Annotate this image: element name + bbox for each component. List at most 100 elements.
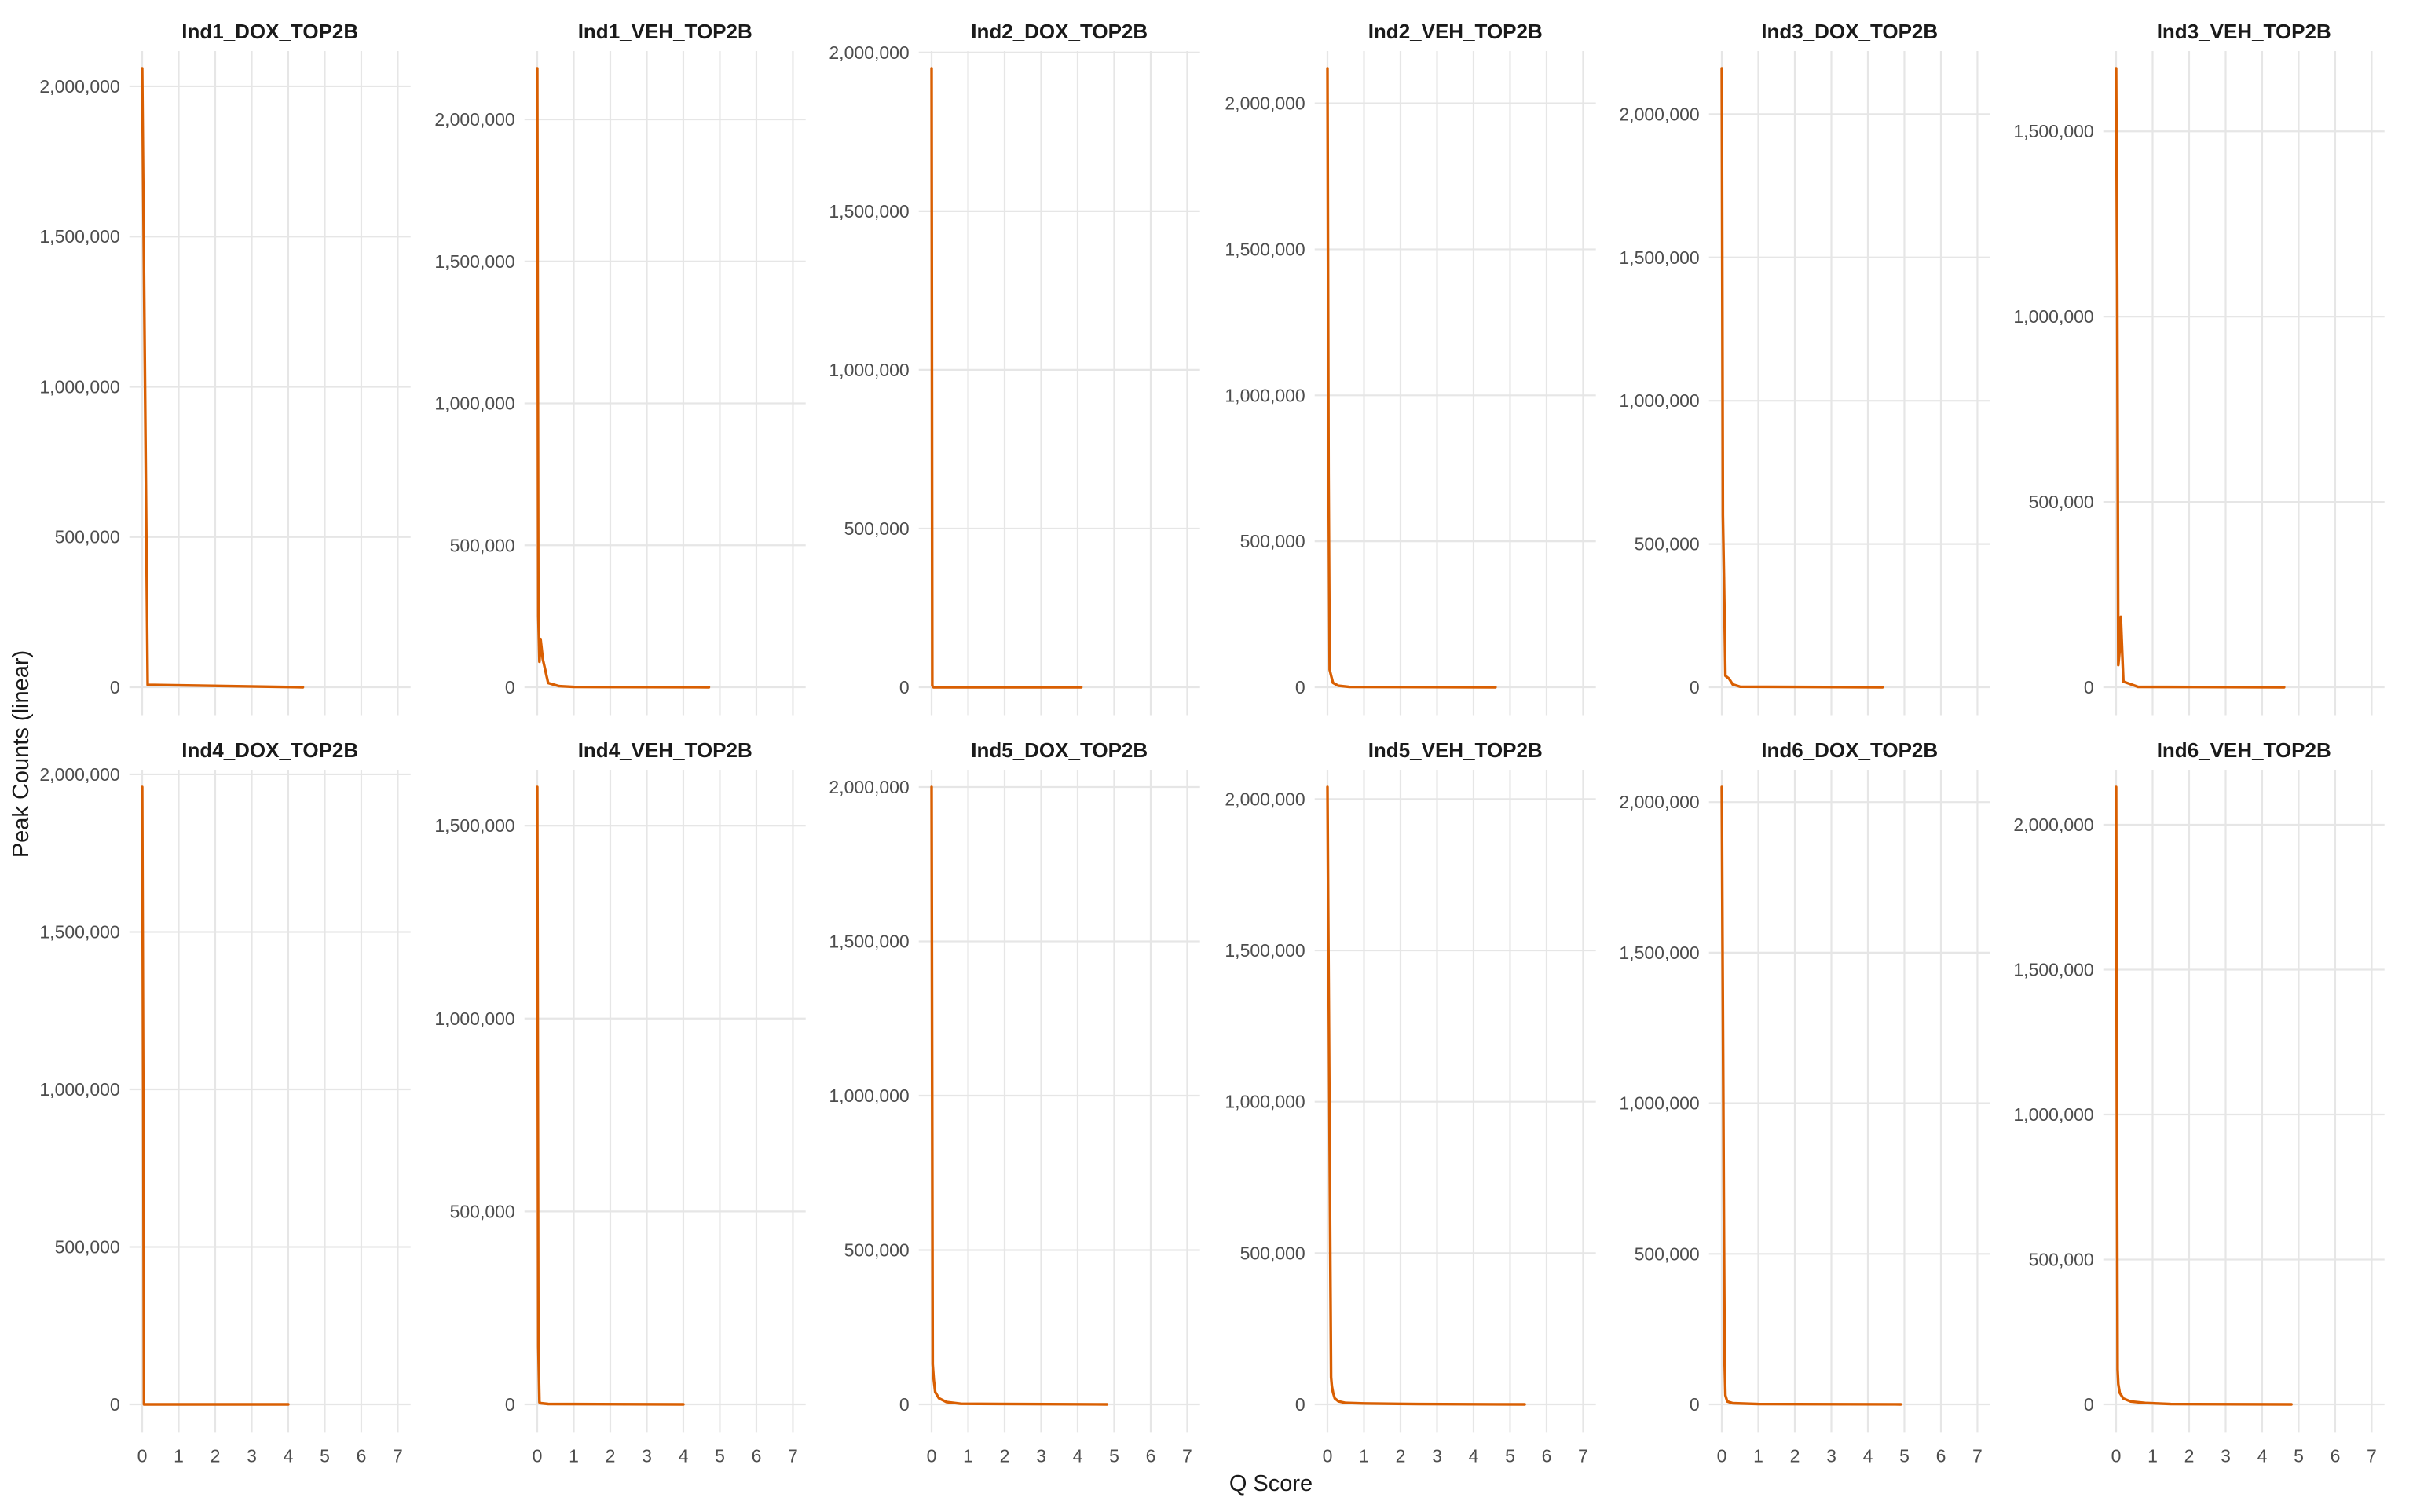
x-tick-label: 6	[1936, 1445, 1946, 1466]
y-tick-label: 1,000,000	[829, 360, 909, 380]
y-tick-label: 500,000	[2029, 492, 2094, 512]
x-axis-title: Q Score	[1229, 1471, 1313, 1496]
y-tick-label: 1,000,000	[2013, 306, 2093, 327]
peak-count-series-line	[930, 67, 1083, 689]
peak-count-series-line	[141, 785, 290, 1406]
x-tick-label: 2	[2184, 1445, 2195, 1466]
peak-count-series-line	[536, 67, 711, 689]
x-tick-label: 3	[1036, 1445, 1046, 1466]
x-tick-label: 0	[1323, 1445, 1333, 1466]
y-tick-label: 1,500,000	[1225, 239, 1305, 259]
y-tick-label: 0	[110, 1394, 120, 1415]
x-tick-label: 5	[320, 1445, 330, 1466]
y-tick-label: 500,000	[1240, 1243, 1305, 1263]
facet-panel: Ind5_DOX_TOP2B 0 500,000 1,000,000 1,500,000…	[829, 738, 1200, 1466]
y-tick-label: 0	[1690, 1394, 1700, 1415]
panel-title: Ind3_VEH_TOP2B	[2157, 20, 2331, 43]
x-tick-label: 4	[2257, 1445, 2268, 1466]
x-tick-label: 4	[1073, 1445, 1083, 1466]
panel-title: Ind2_VEH_TOP2B	[1368, 20, 1543, 43]
x-tick-label: 7	[1972, 1445, 1983, 1466]
x-tick-label: 3	[2221, 1445, 2231, 1466]
y-tick-label: 500,000	[450, 535, 515, 555]
x-tick-label: 3	[1432, 1445, 1442, 1466]
y-tick-label: 2,000,000	[1619, 104, 1699, 124]
y-tick-label: 1,500,000	[1619, 943, 1699, 963]
y-tick-label: 0	[2084, 677, 2094, 697]
facet-panel: Ind2_VEH_TOP2B 0 500,000 1,000,000 1,500,000…	[1225, 20, 1596, 716]
x-tick-label: 4	[1863, 1445, 1873, 1466]
y-tick-label: 0	[899, 677, 910, 697]
x-tick-label: 1	[1359, 1445, 1369, 1466]
y-tick-label: 2,000,000	[434, 109, 514, 130]
facet-panel: Ind1_VEH_TOP2B 0 500,000 1,000,000 1,500,000…	[434, 20, 806, 716]
y-tick-label: 500,000	[2029, 1249, 2094, 1269]
panels-layer: Ind1_DOX_TOP2B 0 500,000 1,000,000 1,500,000…	[39, 20, 2385, 1466]
panel-title: Ind5_VEH_TOP2B	[1368, 738, 1543, 762]
facet-panel: Ind5_VEH_TOP2B 0 500,000 1,000,000 1,500,000…	[1225, 738, 1596, 1466]
y-tick-label: 1,500,000	[829, 932, 909, 952]
panel-title: Ind3_DOX_TOP2B	[1761, 20, 1938, 43]
x-tick-label: 0	[927, 1445, 937, 1466]
y-axis-title: Peak Counts (linear)	[9, 650, 34, 858]
y-tick-label: 500,000	[844, 518, 910, 539]
y-tick-label: 500,000	[844, 1240, 910, 1261]
x-tick-label: 5	[1109, 1445, 1119, 1466]
facet-panel: Ind4_VEH_TOP2B 0 500,000 1,000,000 1,500,000…	[434, 738, 806, 1466]
y-tick-label: 500,000	[1635, 534, 1700, 555]
x-tick-label: 4	[284, 1445, 294, 1466]
x-tick-label: 7	[393, 1445, 403, 1466]
x-tick-label: 7	[1578, 1445, 1588, 1466]
y-tick-label: 1,500,000	[39, 226, 119, 247]
x-tick-label: 1	[174, 1445, 184, 1466]
panel-title: Ind1_DOX_TOP2B	[181, 20, 358, 43]
peak-count-series-line	[2115, 67, 2286, 689]
y-tick-label: 1,000,000	[1225, 1092, 1305, 1112]
y-tick-label: 0	[505, 1394, 515, 1415]
x-tick-label: 6	[1542, 1445, 1552, 1466]
y-tick-label: 1,500,000	[2013, 959, 2093, 979]
y-tick-label: 1,000,000	[39, 376, 119, 397]
facet-panel: Ind6_VEH_TOP2B 0 500,000 1,000,000 1,500,000…	[2013, 738, 2385, 1466]
y-tick-label: 500,000	[1635, 1243, 1700, 1264]
x-tick-label: 1	[1753, 1445, 1763, 1466]
x-tick-label: 4	[1469, 1445, 1479, 1466]
x-tick-label: 0	[1717, 1445, 1727, 1466]
panel-title: Ind4_VEH_TOP2B	[578, 738, 752, 762]
x-tick-label: 0	[137, 1445, 148, 1466]
peak-count-series-line	[141, 67, 305, 689]
y-tick-label: 0	[899, 1394, 910, 1415]
peak-count-series-line	[1326, 67, 1497, 689]
x-tick-label: 7	[1182, 1445, 1192, 1466]
panel-title: Ind1_VEH_TOP2B	[578, 20, 752, 43]
y-tick-label: 1,000,000	[2013, 1104, 2093, 1125]
x-tick-label: 6	[752, 1445, 762, 1466]
y-tick-label: 2,000,000	[829, 42, 909, 63]
x-tick-label: 3	[642, 1445, 652, 1466]
x-tick-label: 0	[2111, 1445, 2122, 1466]
facet-panel: Ind3_VEH_TOP2B 0 500,000 1,000,000 1,500,000	[2013, 20, 2385, 716]
facet-panel: Ind1_DOX_TOP2B 0 500,000 1,000,000 1,500,000…	[39, 20, 411, 716]
y-tick-label: 1,000,000	[829, 1085, 909, 1106]
x-tick-label: 2	[211, 1445, 221, 1466]
x-tick-label: 2	[1396, 1445, 1406, 1466]
peak-count-series-line	[1720, 67, 1884, 689]
y-tick-label: 1,000,000	[1225, 385, 1305, 405]
x-tick-label: 1	[2148, 1445, 2158, 1466]
x-tick-label: 7	[788, 1445, 798, 1466]
y-tick-label: 500,000	[1240, 531, 1305, 551]
y-tick-label: 500,000	[55, 527, 120, 547]
y-tick-label: 1,000,000	[39, 1079, 119, 1100]
facet-panel: Ind3_DOX_TOP2B 0 500,000 1,000,000 1,500,000…	[1619, 20, 1990, 716]
peak-count-series-line	[1720, 785, 1902, 1406]
panel-title: Ind6_DOX_TOP2B	[1761, 738, 1938, 762]
y-tick-label: 0	[1295, 1394, 1305, 1415]
y-tick-label: 1,500,000	[434, 251, 514, 272]
x-tick-label: 6	[2331, 1445, 2341, 1466]
x-tick-label: 0	[533, 1445, 543, 1466]
panel-title: Ind2_DOX_TOP2B	[971, 20, 1148, 43]
y-tick-label: 500,000	[55, 1236, 120, 1257]
x-tick-label: 4	[679, 1445, 689, 1466]
y-tick-label: 500,000	[450, 1201, 515, 1221]
